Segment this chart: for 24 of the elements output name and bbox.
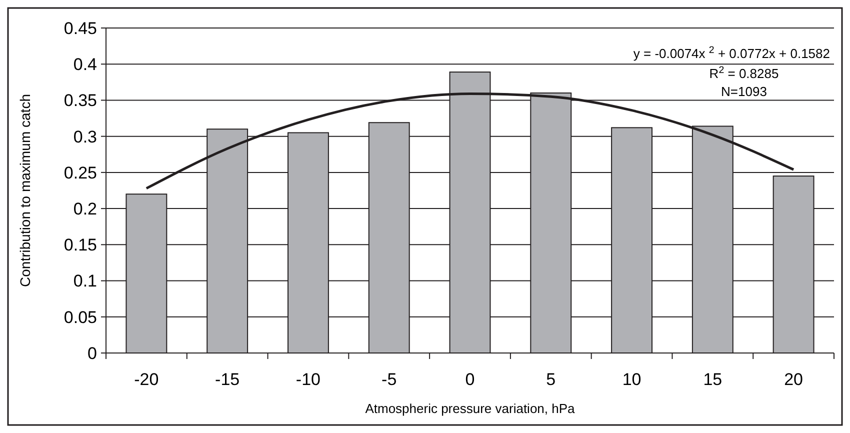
annotation: y = -0.0074x $^{2}$ + 0.0772x + 0.1582 <box>633 44 830 61</box>
x-tick-label: -10 <box>296 370 321 389</box>
annotation: N=1093 <box>721 84 767 99</box>
y-tick-label: 0.35 <box>64 91 97 110</box>
x-tick-label: 20 <box>784 370 804 389</box>
x-tick-label: 0 <box>465 370 475 389</box>
annotation: R$^{2}$ = 0.8285 <box>709 64 779 81</box>
x-axis-title: Atmospheric pressure variation, hPa <box>365 401 576 416</box>
y-tick-label: 0.2 <box>73 200 97 219</box>
y-tick-label: 0.25 <box>64 163 97 182</box>
y-tick-label: 0.15 <box>64 236 97 255</box>
y-tick-label: 0.1 <box>73 272 97 291</box>
y-tick-label: 0.4 <box>73 55 97 74</box>
x-tick-label: -5 <box>382 370 397 389</box>
x-tick-label: 5 <box>546 370 556 389</box>
y-tick-label: 0.3 <box>73 127 97 146</box>
y-axis-title: Contribution to maximum catch <box>17 94 33 287</box>
y-tick-label: 0.05 <box>64 308 97 327</box>
x-tick-label: -15 <box>215 370 240 389</box>
x-tick-label: -20 <box>134 370 159 389</box>
x-tick-label: 15 <box>703 370 722 389</box>
x-tick-label: 10 <box>622 370 642 389</box>
y-tick-label: 0 <box>88 344 97 363</box>
y-tick-label: 0.45 <box>64 18 97 38</box>
